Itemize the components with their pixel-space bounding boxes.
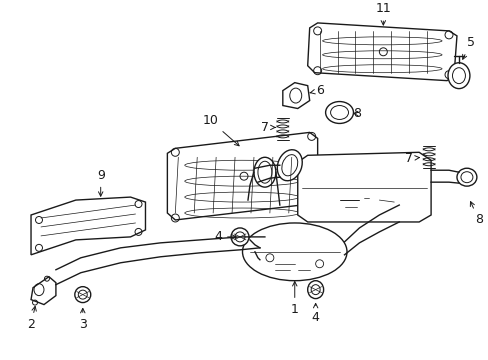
Ellipse shape bbox=[447, 63, 469, 89]
Ellipse shape bbox=[242, 223, 346, 281]
Ellipse shape bbox=[307, 281, 323, 298]
Text: 8: 8 bbox=[469, 202, 482, 226]
Polygon shape bbox=[31, 197, 145, 255]
Text: 9: 9 bbox=[97, 169, 104, 196]
Text: 8: 8 bbox=[353, 107, 361, 120]
Text: 6: 6 bbox=[309, 84, 323, 97]
Text: 11: 11 bbox=[375, 3, 390, 25]
Polygon shape bbox=[167, 132, 317, 220]
Polygon shape bbox=[307, 23, 456, 81]
Text: 4: 4 bbox=[214, 230, 236, 243]
Text: 10: 10 bbox=[202, 114, 239, 146]
Polygon shape bbox=[297, 152, 430, 222]
Ellipse shape bbox=[75, 287, 91, 302]
Ellipse shape bbox=[325, 102, 353, 123]
Text: 3: 3 bbox=[79, 309, 86, 331]
Text: 7: 7 bbox=[405, 152, 419, 165]
Ellipse shape bbox=[277, 150, 302, 181]
Polygon shape bbox=[282, 83, 309, 108]
Text: 2: 2 bbox=[27, 306, 36, 331]
Ellipse shape bbox=[456, 168, 476, 186]
Text: 5: 5 bbox=[462, 36, 474, 59]
Text: 1: 1 bbox=[290, 282, 298, 316]
Text: 7: 7 bbox=[261, 121, 274, 134]
Polygon shape bbox=[31, 277, 56, 305]
Ellipse shape bbox=[231, 228, 248, 246]
Ellipse shape bbox=[253, 157, 275, 187]
Text: 4: 4 bbox=[311, 303, 319, 324]
